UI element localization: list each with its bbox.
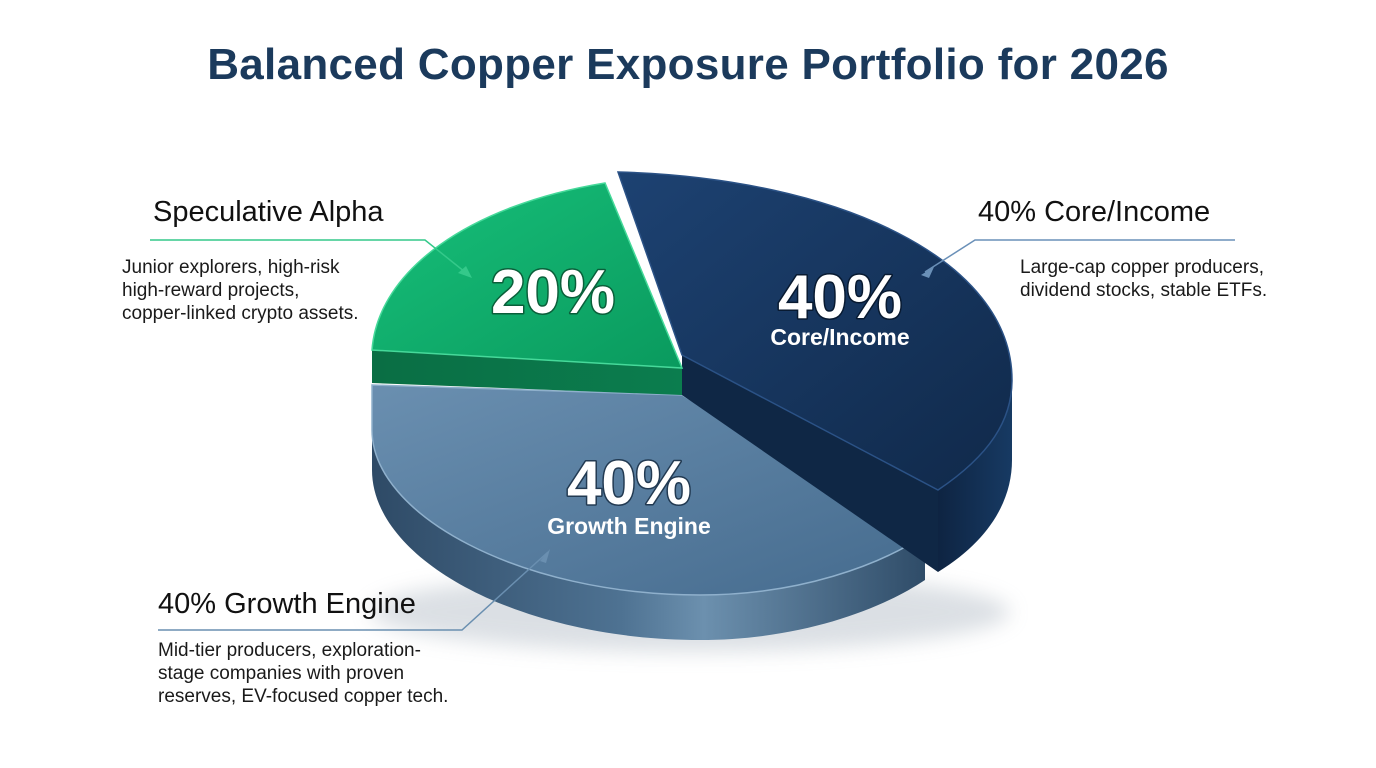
callout-growth-line: stage companies with proven xyxy=(158,663,405,684)
callout-core-line: Large-cap copper producers, xyxy=(1020,257,1264,278)
slice-speculative-alpha xyxy=(371,182,684,395)
callout-growth-line: Mid-tier producers, exploration- xyxy=(158,640,421,661)
slice-growth-top xyxy=(371,384,927,596)
callout-speculative-line: copper-linked crypto assets. xyxy=(122,303,359,324)
callout-growth-title: 40% Growth Engine xyxy=(158,588,416,620)
slice-label-growth-pct: 40% xyxy=(567,449,691,518)
callout-growth-line: reserves, EV-focused copper tech. xyxy=(158,686,449,707)
leader-line-speculative xyxy=(150,239,471,277)
callout-speculative-desc: Junior explorers, high-risk high-reward … xyxy=(122,256,359,325)
slice-core-top xyxy=(616,171,1013,491)
callout-core-desc: Large-cap copper producers, dividend sto… xyxy=(1020,256,1267,302)
callout-speculative-title: Speculative Alpha xyxy=(153,196,384,228)
leader-lines xyxy=(150,239,1235,631)
arrow-speculative xyxy=(458,266,472,278)
callout-growth-desc: Mid-tier producers, exploration- stage c… xyxy=(158,639,448,708)
slice-label-core-pct: 40% xyxy=(778,263,902,332)
slice-core-outer-side xyxy=(938,380,1012,572)
arrow-core xyxy=(921,267,934,278)
callout-speculative-line: high-reward projects, xyxy=(122,280,300,301)
callout-core-line: dividend stocks, stable ETFs. xyxy=(1020,280,1268,301)
slice-core-income xyxy=(616,171,1013,572)
arrow-growth xyxy=(540,549,550,563)
slice-spec-top xyxy=(371,182,684,369)
leader-line-core xyxy=(924,239,1235,273)
slice-label-core-sub: Core/Income xyxy=(770,324,909,350)
slice-spec-side xyxy=(372,350,682,395)
leader-line-growth xyxy=(158,551,549,631)
callout-speculative-line: Junior explorers, high-risk xyxy=(122,257,340,278)
slice-core-wedge-side xyxy=(682,355,938,572)
chart-title: Balanced Copper Exposure Portfolio for 2… xyxy=(207,40,1169,89)
slice-label-growth-sub: Growth Engine xyxy=(547,513,711,539)
slice-growth-side xyxy=(372,385,925,640)
slice-growth-engine xyxy=(371,384,927,640)
slice-label-spec-pct: 20% xyxy=(491,258,615,327)
callout-core-title: 40% Core/Income xyxy=(978,196,1211,228)
